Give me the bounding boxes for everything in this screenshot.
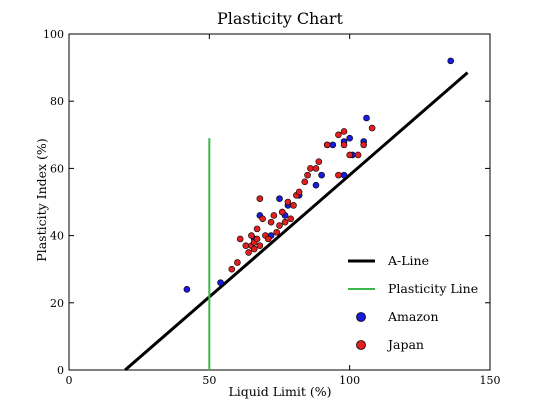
legend-japan-label: Japan [386, 337, 424, 352]
chart-title: Plasticity Chart [217, 9, 344, 28]
plot-frame [68, 33, 491, 371]
japan-point [259, 215, 266, 223]
japan-point [228, 265, 236, 273]
japan-point [248, 232, 255, 239]
japan-point [253, 225, 261, 233]
japan-point [276, 222, 283, 229]
japan-point [315, 158, 323, 165]
legend: A-Line Plasticity Line Amazon Japan [348, 253, 478, 352]
y-tick-label: 100 [43, 28, 64, 41]
japan-point [273, 228, 280, 236]
japan-point [307, 165, 314, 172]
x-tick-label: 0 [66, 374, 73, 387]
japan-point [256, 195, 264, 202]
japan-point [340, 141, 348, 149]
legend-amazon-label: Amazon [387, 309, 439, 324]
amazon-point [217, 279, 224, 286]
x-axis-label: Liquid Limit (%) [228, 384, 331, 399]
y-tick-label: 20 [50, 297, 64, 310]
amazon-point [363, 114, 370, 122]
japan-point [295, 188, 303, 196]
legend-a-line-label: A-Line [387, 253, 429, 268]
japan-point [242, 242, 250, 249]
amazon-point [329, 141, 337, 149]
x-tick-label: 150 [480, 374, 501, 387]
japan-point [290, 202, 297, 209]
japan-point [270, 212, 278, 219]
legend-amazon-swatch [356, 312, 366, 322]
legend-plasticity-line-label: Plasticity Line [388, 281, 478, 296]
a-line [124, 71, 469, 372]
japan-point [304, 171, 311, 179]
y-tick-label: 0 [57, 364, 64, 377]
japan-point [250, 245, 258, 253]
x-tick-label: 100 [339, 374, 360, 387]
japan-point [301, 178, 309, 186]
japan-point [354, 151, 362, 159]
japan-point [287, 215, 295, 223]
japan-point [335, 131, 342, 139]
japan-point [256, 242, 264, 249]
japan-point [234, 259, 241, 266]
amazon-point [447, 57, 455, 65]
japan-point [264, 235, 272, 243]
y-tick-label: 60 [50, 162, 64, 175]
japan-point [279, 208, 286, 216]
legend-japan-swatch [356, 340, 366, 350]
x-tick-label: 50 [202, 374, 216, 387]
amazon-point [312, 181, 320, 189]
japan-point [368, 124, 376, 132]
japan-point [236, 235, 244, 243]
japan-point [346, 151, 353, 159]
japan-point [323, 141, 331, 149]
japan-point [284, 198, 292, 206]
amazon-point [183, 286, 191, 293]
amazon-point [340, 171, 348, 179]
japan-point [340, 128, 348, 135]
japan-point [267, 218, 275, 226]
japan-point [245, 249, 252, 256]
japan-point [360, 141, 368, 149]
y-tick-label: 40 [50, 230, 64, 243]
japan-point [281, 218, 289, 226]
japan-point [253, 235, 261, 243]
amazon-point [346, 134, 353, 142]
japan-point [312, 165, 320, 172]
japan-point [335, 171, 342, 179]
amazon-point [318, 171, 325, 179]
plot-area: 0 50 100 150 0 20 40 60 80 100 [43, 28, 501, 387]
y-axis-label: Plasticity Index (%) [34, 138, 49, 261]
amazon-point [276, 195, 283, 202]
y-tick-label: 80 [50, 95, 64, 108]
